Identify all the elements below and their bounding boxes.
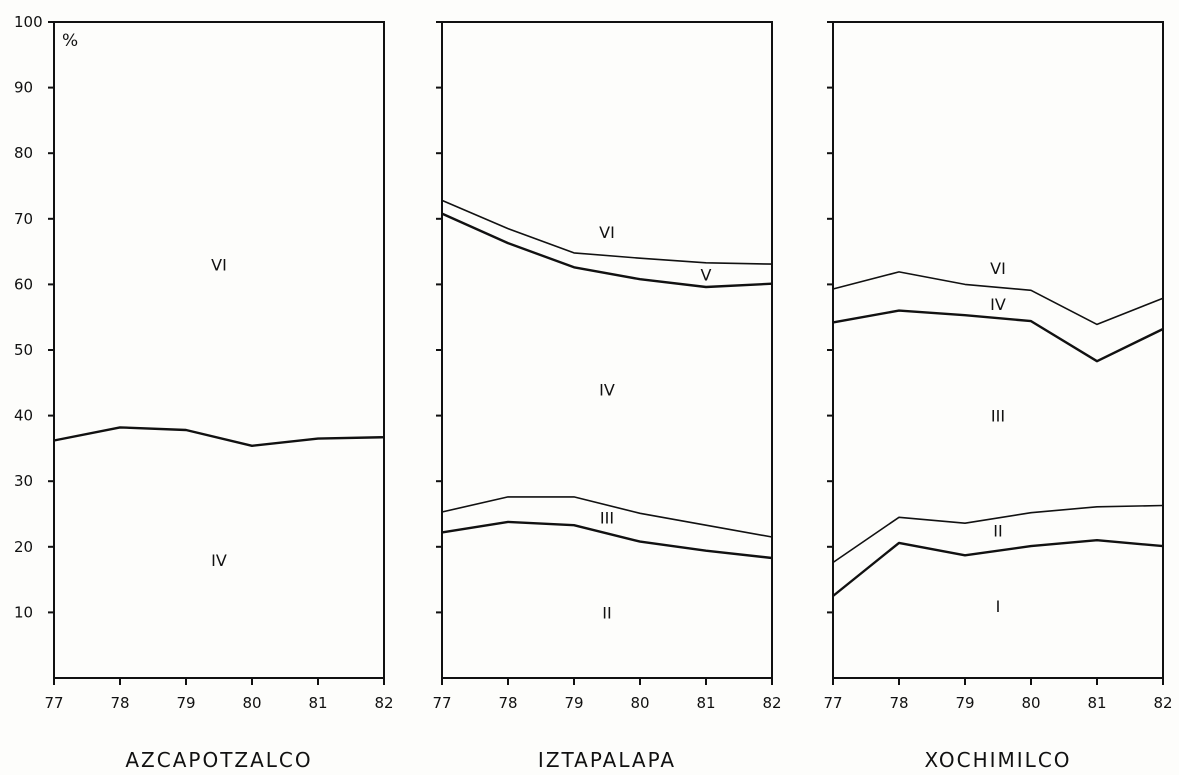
region-label: II	[993, 521, 1002, 540]
y-tick-label: 80	[14, 144, 33, 162]
x-tick-label: 79	[176, 694, 195, 712]
x-tick-label: 77	[432, 694, 451, 712]
x-tick-label: 79	[955, 694, 974, 712]
x-tick-label: 78	[110, 694, 129, 712]
region-label: VI	[211, 256, 227, 275]
region-label: VI	[599, 223, 615, 242]
panel-title: XOCHIMILCO	[924, 748, 1071, 772]
region-label: III	[991, 407, 1005, 426]
y-tick-label: 40	[14, 407, 33, 425]
y-tick-label: 50	[14, 341, 33, 359]
y-tick-label: 70	[14, 210, 33, 228]
region-label: VI	[990, 259, 1006, 278]
x-tick-label: 80	[242, 694, 261, 712]
x-tick-label: 82	[374, 694, 393, 712]
panel-title: IZTAPALAPA	[538, 748, 676, 772]
x-tick-label: 82	[1153, 694, 1172, 712]
x-tick-label: 81	[308, 694, 327, 712]
region-label: V	[701, 266, 712, 285]
region-label: IV	[211, 551, 227, 570]
boundary-line-1	[442, 522, 772, 558]
region-label: IV	[990, 295, 1006, 314]
y-tick-label: 10	[14, 603, 33, 621]
plot-frame	[833, 22, 1163, 678]
region-label: II	[602, 603, 611, 622]
x-tick-label: 77	[823, 694, 842, 712]
x-tick-label: 80	[630, 694, 649, 712]
x-tick-label: 77	[44, 694, 63, 712]
panel-azcapotzalco: 10 20 30 40 50 60 70 80 90 100% 77 78 79 80 81 82 IV VI AZ…	[14, 13, 394, 772]
y-tick-label: 30	[14, 472, 33, 490]
x-tick-label: 80	[1021, 694, 1040, 712]
region-label: IV	[599, 380, 615, 399]
x-tick-label: 81	[1087, 694, 1106, 712]
y-tick-label: 90	[14, 79, 33, 97]
boundary-line-1	[54, 427, 384, 445]
x-tick-label: 78	[498, 694, 517, 712]
region-label: I	[996, 597, 1001, 616]
x-tick-label: 79	[564, 694, 583, 712]
region-label: III	[600, 508, 614, 527]
x-tick-label: 81	[696, 694, 715, 712]
y-tick-label: 20	[14, 538, 33, 556]
panel-title: AZCAPOTZALCO	[125, 748, 312, 772]
x-tick-label: 78	[889, 694, 908, 712]
y-tick-label: 60	[14, 275, 33, 293]
boundary-line-1	[833, 540, 1163, 596]
x-tick-label: 82	[762, 694, 781, 712]
unit-label: %	[62, 31, 78, 51]
plot-frame	[442, 22, 772, 678]
y-tick-label: 100	[14, 13, 43, 31]
plot-frame	[54, 22, 384, 678]
